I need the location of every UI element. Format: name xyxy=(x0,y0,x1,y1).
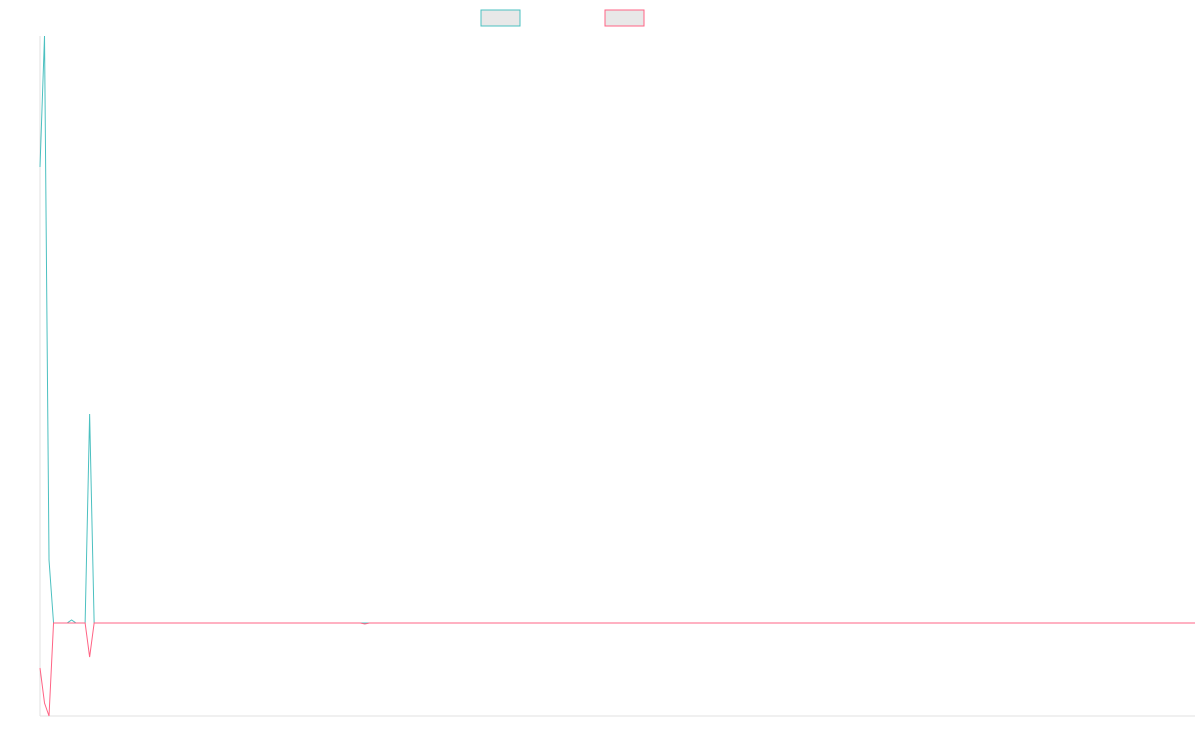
legend-swatch[interactable] xyxy=(604,9,645,27)
legend-swatch[interactable] xyxy=(480,9,521,27)
line-series xyxy=(39,35,1195,624)
line-series xyxy=(39,622,1195,717)
